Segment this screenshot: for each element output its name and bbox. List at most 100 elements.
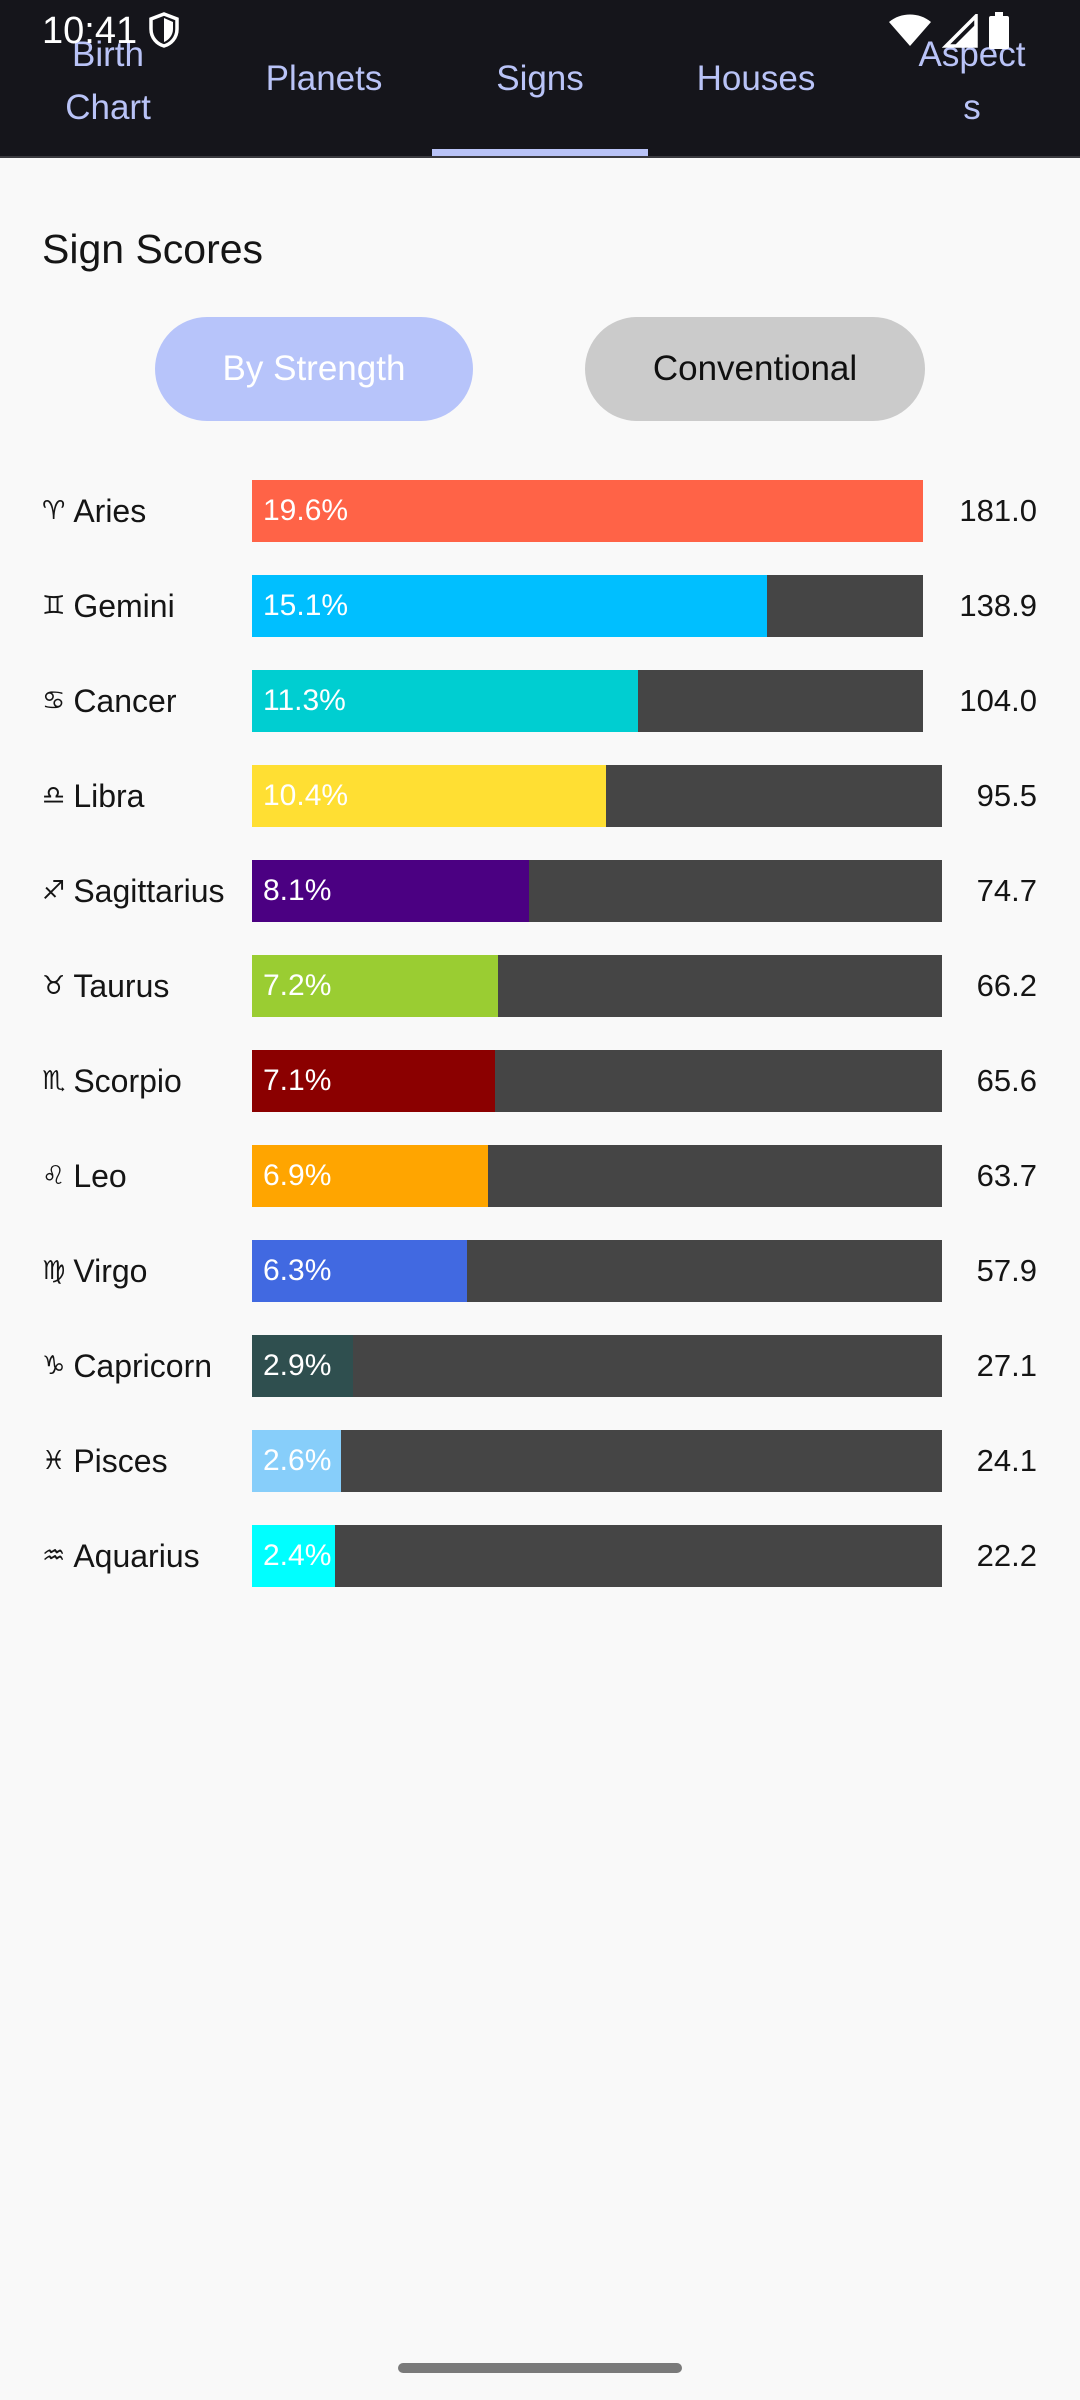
sign-name: Taurus xyxy=(73,967,170,1004)
score-value: 65.6 xyxy=(976,1063,1037,1098)
tab-label: Houses xyxy=(696,58,816,98)
sign-row: ♐ Sagittarius 8.1% 74.7 xyxy=(0,860,1080,922)
score-bar-fill xyxy=(252,1050,495,1112)
sign-name: Leo xyxy=(73,1157,127,1194)
sign-row: ♏ Scorpio 7.1% 65.6 xyxy=(0,1050,1080,1112)
score-percent: 8.1% xyxy=(263,874,332,907)
score-bar-fill xyxy=(252,1525,335,1587)
sign-row: ♎ Libra 10.4% 95.5 xyxy=(0,765,1080,827)
score-percent: 2.9% xyxy=(263,1349,332,1382)
tab-planets[interactable]: Planets xyxy=(216,0,432,156)
score-bar-fill xyxy=(252,860,529,922)
score-bar-fill xyxy=(252,480,923,542)
score-bar-fill xyxy=(252,1430,341,1492)
zodiac-cancer-icon: ♋ xyxy=(42,686,66,716)
sign-label: ♉ Taurus xyxy=(42,955,169,1017)
sort-by-strength-button[interactable]: By Strength xyxy=(155,317,473,421)
score-bar-fill xyxy=(252,1240,467,1302)
sign-row: ♋ Cancer 11.3% 104.0 xyxy=(0,670,1080,732)
sort-conventional-button[interactable]: Conventional xyxy=(585,317,925,421)
score-bar-track: 10.4% xyxy=(252,765,942,827)
wifi-icon xyxy=(888,14,932,53)
zodiac-sagittarius-icon: ♐ xyxy=(42,876,66,906)
score-bar-track: 7.1% xyxy=(252,1050,942,1112)
score-percent: 2.6% xyxy=(263,1444,332,1477)
sign-name: Scorpio xyxy=(73,1062,182,1099)
zodiac-leo-icon: ♌ xyxy=(42,1161,66,1191)
battery-icon xyxy=(988,12,1010,55)
status-bar: 10:41 xyxy=(0,0,1080,62)
score-percent: 7.1% xyxy=(263,1064,332,1097)
zodiac-taurus-icon: ♉ xyxy=(42,971,66,1001)
score-percent: 19.6% xyxy=(263,494,349,527)
tab-signs[interactable]: Signs xyxy=(432,0,648,156)
sign-label: ♒ Aquarius xyxy=(42,1525,200,1587)
sign-label: ♌ Leo xyxy=(42,1145,127,1207)
tab-houses[interactable]: Houses xyxy=(648,0,864,156)
score-bar-track: 2.4% xyxy=(252,1525,942,1587)
zodiac-libra-icon: ♎ xyxy=(42,781,66,811)
score-bar-track: 11.3% xyxy=(252,670,923,732)
tab-label: Signs xyxy=(496,58,584,98)
score-percent: 15.1% xyxy=(263,589,349,622)
sign-row: ♍ Virgo 6.3% 57.9 xyxy=(0,1240,1080,1302)
score-bar-fill xyxy=(252,670,638,732)
zodiac-aries-icon: ♈ xyxy=(42,496,66,526)
sign-row: ♌ Leo 6.9% 63.7 xyxy=(0,1145,1080,1207)
score-value: 181.0 xyxy=(959,493,1037,528)
status-time: 10:41 xyxy=(42,10,138,52)
score-bar-fill xyxy=(252,1145,488,1207)
sign-name: Pisces xyxy=(73,1442,168,1479)
score-value: 74.7 xyxy=(976,873,1037,908)
score-bar-fill xyxy=(252,955,498,1017)
sign-name: Sagittarius xyxy=(73,872,225,909)
sign-name: Gemini xyxy=(73,587,175,624)
score-percent: 7.2% xyxy=(263,969,332,1002)
score-percent: 10.4% xyxy=(263,779,349,812)
score-bar-track: 2.9% xyxy=(252,1335,942,1397)
score-value: 95.5 xyxy=(976,778,1037,813)
shield-icon xyxy=(148,12,180,53)
sign-label: ♍ Virgo xyxy=(42,1240,147,1302)
sign-name: Libra xyxy=(73,777,145,814)
score-bar-fill xyxy=(252,575,767,637)
score-bar-fill xyxy=(252,1335,353,1397)
score-value: 24.1 xyxy=(976,1443,1037,1478)
sign-row: ♒ Aquarius 2.4% 22.2 xyxy=(0,1525,1080,1587)
tab-selected-indicator xyxy=(432,149,648,156)
sign-label: ♐ Sagittarius xyxy=(42,860,225,922)
score-bar-fill xyxy=(252,765,606,827)
sign-label: ♎ Libra xyxy=(42,765,144,827)
sign-label: ♓ Pisces xyxy=(42,1430,168,1492)
zodiac-capricorn-icon: ♑ xyxy=(42,1351,66,1381)
score-value: 27.1 xyxy=(976,1348,1037,1383)
cell-signal-icon xyxy=(941,11,978,53)
score-value: 63.7 xyxy=(976,1158,1037,1193)
tab-label: Birth Chart xyxy=(65,35,151,127)
section-title: Sign Scores xyxy=(42,226,264,272)
score-value: 138.9 xyxy=(959,588,1037,623)
score-bar-track: 6.9% xyxy=(252,1145,942,1207)
sign-row: ♑ Capricorn 2.9% 27.1 xyxy=(0,1335,1080,1397)
zodiac-virgo-icon: ♍ xyxy=(42,1256,66,1286)
sign-row: ♈ Aries 19.6% 181.0 xyxy=(0,480,1080,542)
score-bar-track: 7.2% xyxy=(252,955,942,1017)
tab-birth-chart[interactable]: Birth Chart xyxy=(0,0,216,156)
sign-name: Virgo xyxy=(73,1252,148,1289)
zodiac-scorpio-icon: ♏ xyxy=(42,1066,66,1096)
sign-row: ♉ Taurus 7.2% 66.2 xyxy=(0,955,1080,1017)
zodiac-gemini-icon: ♊ xyxy=(42,591,66,621)
score-percent: 2.4% xyxy=(263,1539,332,1572)
sign-name: Aries xyxy=(73,492,147,529)
home-indicator[interactable] xyxy=(398,2363,682,2373)
sign-label: ♋ Cancer xyxy=(42,670,176,732)
tab-bar: Birth Chart Planets Signs Houses Aspects xyxy=(0,0,1080,156)
score-bar-track: 8.1% xyxy=(252,860,942,922)
score-percent: 6.3% xyxy=(263,1254,332,1287)
sign-name: Aquarius xyxy=(73,1537,200,1574)
zodiac-aquarius-icon: ♒ xyxy=(42,1541,66,1571)
score-value: 66.2 xyxy=(976,968,1037,1003)
sign-row: ♓ Pisces 2.6% 24.1 xyxy=(0,1430,1080,1492)
score-value: 104.0 xyxy=(959,683,1037,718)
zodiac-pisces-icon: ♓ xyxy=(42,1446,66,1476)
